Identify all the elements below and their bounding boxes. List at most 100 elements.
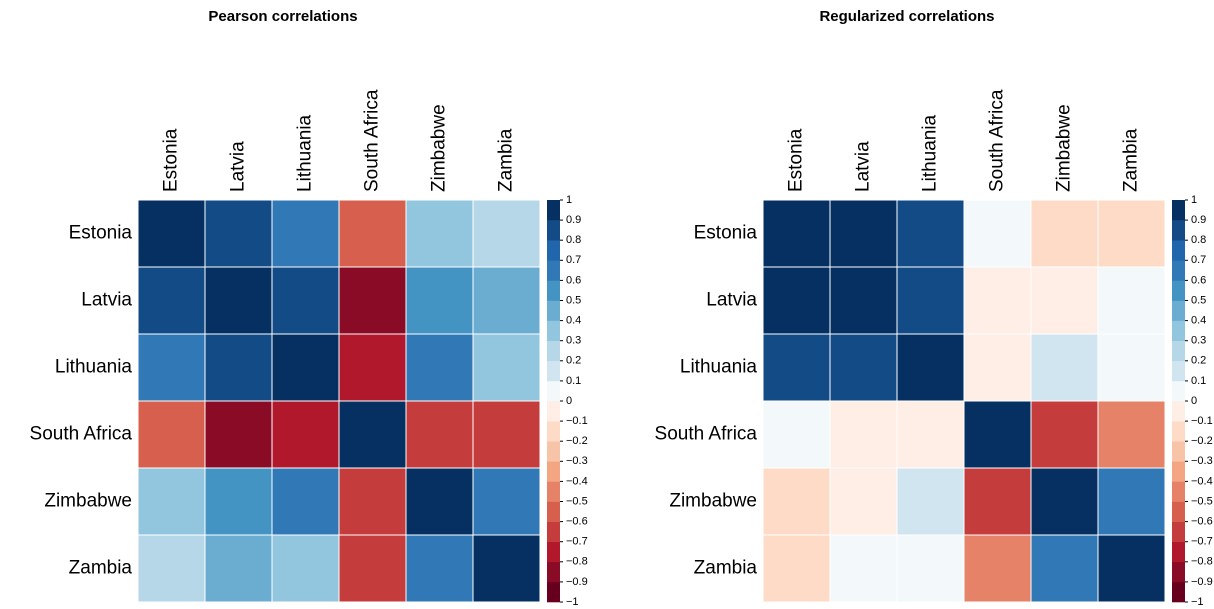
cell [829,534,898,603]
colorbar-tick-label: 0.5 [1191,294,1206,306]
colorbar-tick-label: 0.7 [1191,254,1206,266]
cell [762,400,831,469]
cell [963,266,1032,335]
cell [338,534,407,603]
colorbar-segment [1172,501,1185,522]
colorbar-segment [1172,300,1185,321]
colorbar-segment [1172,340,1185,362]
cell [271,400,340,469]
colorbar-segment [547,260,560,281]
cell [1097,266,1166,335]
cell [405,534,474,603]
cell [896,333,965,402]
cell [338,199,407,268]
row-label: Lithuania [680,357,758,378]
colorbar-tick-label: 1 [1191,194,1197,206]
row-label: Zambia [694,558,758,579]
cell [963,467,1032,536]
cell [762,534,831,603]
colorbar-tick-label: 0.7 [566,254,581,266]
cell [137,467,206,536]
colorbar-tick-label: −0.5 [1191,495,1213,507]
cell [204,534,273,603]
colorbar-tick-label: 0 [566,395,572,407]
colorbar-segment [547,481,560,502]
cell [204,467,273,536]
row-label: South Africa [655,424,758,445]
colorbar-segment [1172,401,1185,422]
colorbar-tick-label: 0.9 [566,214,581,226]
colorbar-segment [1172,561,1185,583]
cell [829,400,898,469]
colorbar-segment [547,200,560,221]
cell [204,400,273,469]
cell [1097,333,1166,402]
colorbar-tick-label: −0.4 [566,475,588,487]
colorbar-segment [1172,380,1185,402]
colorbar-tick-label: 0.2 [566,355,581,367]
cell [338,333,407,402]
colorbar-segment [1172,280,1185,301]
colorbar-tick-label: 0.6 [1191,274,1206,286]
colorbar-segment [547,421,560,442]
cell [271,534,340,603]
row-label: Lithuania [55,357,133,378]
cell [338,400,407,469]
colorbar-segment [1172,541,1185,563]
colorbar-tick-label: −0.9 [566,576,588,588]
colorbar-tick-label: 0.6 [566,274,581,286]
cell [829,467,898,536]
cell [1097,534,1166,603]
row-label: Estonia [69,223,133,244]
column-label: Lithuania [295,114,316,192]
chart-title: Regularized correlations [819,8,994,25]
colorbar-segment [1172,421,1185,442]
cell [829,266,898,335]
colorbar-segment [547,401,560,422]
cell [338,266,407,335]
cell [896,467,965,536]
colorbar-tick-label: −0.1 [566,415,588,427]
colorbar-tick-label: −1 [1191,596,1204,608]
colorbar-segment [547,581,560,603]
colorbar-tick-label: 0.3 [566,335,581,347]
colorbar-tick-label: 0.1 [1191,375,1206,387]
column-label: South Africa [987,89,1008,192]
colorbar-tick-label: 0.8 [1191,234,1206,246]
cell [1030,266,1099,335]
cell [271,333,340,402]
cell [1030,333,1099,402]
cell [137,400,206,469]
row-label: Estonia [694,223,758,244]
column-label: Estonia [786,128,807,192]
cell [762,467,831,536]
cell [405,467,474,536]
colorbar-tick-label: −0.2 [566,435,588,447]
cell [762,266,831,335]
colorbar-segment [1172,220,1185,241]
colorbar-segment [1172,360,1185,382]
colorbar-segment [547,240,560,261]
colorbar-tick-label: 0.4 [1191,315,1206,327]
cell [137,534,206,603]
cell [1097,400,1166,469]
colorbar-segment [1172,461,1185,482]
cell [338,467,407,536]
colorbar-tick-label: 0.9 [1191,214,1206,226]
cell [137,199,206,268]
cell [204,333,273,402]
column-label: Latvia [853,141,874,192]
colorbar-tick-label: −0.2 [1191,435,1213,447]
cell [405,400,474,469]
row-label: Zimbabwe [669,491,757,512]
row-label: South Africa [30,424,133,445]
cell [896,400,965,469]
cell [896,266,965,335]
cell [1030,199,1099,268]
cell [1030,534,1099,603]
cell [762,199,831,268]
colorbar-tick-label: −0.3 [1191,455,1213,467]
colorbar-tick-label: −0.1 [1191,415,1213,427]
cell [271,467,340,536]
